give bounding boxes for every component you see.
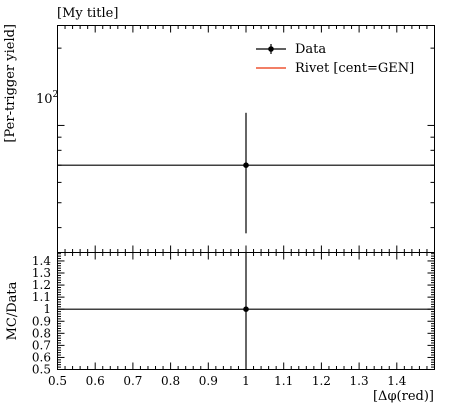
ratio-y-tick-label: 0.9	[32, 314, 51, 328]
main-y-tick-exponent: 2	[53, 90, 59, 100]
legend-data-marker-point	[268, 46, 274, 52]
main-y-axis-label: [Per-trigger yield]	[3, 24, 18, 143]
ratio-y-tick-label: 0.8	[32, 326, 51, 340]
ratio-y-tick-label: 1	[43, 302, 51, 316]
x-tick-label: 1	[242, 374, 250, 388]
x-tick-label: 1.1	[274, 374, 293, 388]
ratio-y-tick-label: 0.6	[32, 350, 51, 364]
x-tick-label: 0.8	[161, 374, 180, 388]
x-tick-label: 0.9	[199, 374, 218, 388]
ratio-y-tick-label: 1.1	[32, 290, 51, 304]
chart-title: [My title]	[57, 6, 118, 21]
ratio-y-tick-label: 0.7	[32, 338, 51, 352]
x-tick-label: 1.2	[312, 374, 331, 388]
tick-labels: 0.5 0.6 0.7 0.8 0.9 1 1.1 1.2 1.3 1.40.50.60.70.8…	[32, 254, 407, 388]
axis-ticks	[57, 25, 435, 370]
x-axis-label: [Δφ(red)]	[373, 389, 434, 404]
main-y-tick-label: 102	[36, 90, 58, 107]
x-tick-label: 0.6	[86, 374, 105, 388]
ratio-y-tick-label: 1.3	[32, 266, 51, 280]
legend: Data Rivet [cent=GEN]	[256, 42, 414, 76]
ratio-data-point	[243, 306, 249, 312]
x-tick-label: 1.3	[350, 374, 369, 388]
main-y-tick-base: 10	[36, 92, 53, 107]
data-point	[243, 162, 249, 169]
ratio-y-tick-label: 1.4	[32, 254, 51, 268]
legend-label-rivet: Rivet [cent=GEN]	[295, 61, 414, 76]
x-tick-label: 0.7	[123, 374, 142, 388]
ratio-y-tick-label: 0.5	[32, 363, 51, 377]
ratio-y-tick-label: 1.2	[32, 278, 51, 292]
x-tick-label: 1.4	[387, 374, 406, 388]
data-marks	[57, 112, 435, 370]
legend-label-data: Data	[295, 42, 326, 57]
x-tick-label: 0.5	[48, 374, 67, 388]
ratio-y-axis-label: MC/Data	[5, 281, 20, 340]
